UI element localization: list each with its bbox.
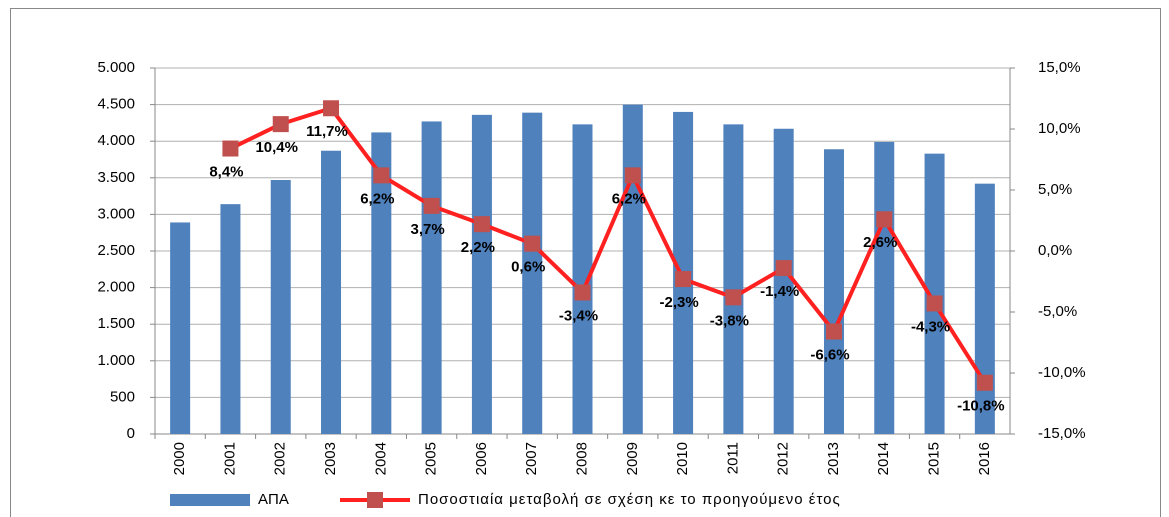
x-tick-label: 2010 (674, 442, 691, 475)
marker (876, 211, 893, 228)
bar (974, 183, 995, 434)
x-tick-label: 2000 (171, 442, 188, 475)
line (229, 106, 987, 384)
bar (220, 204, 241, 434)
data-label: 3,7% (411, 221, 445, 238)
bar (572, 124, 593, 434)
data-label: 2,6% (863, 234, 897, 251)
data-label: 11,7% (306, 123, 348, 140)
y-tick-label: 1.000 (97, 352, 135, 369)
marker (926, 295, 943, 312)
data-label: -3,8% (710, 312, 749, 329)
marker (373, 167, 390, 184)
x-tick-label: 2013 (825, 442, 842, 475)
bar (823, 149, 844, 434)
bar (170, 222, 191, 434)
x-tick-label: 2002 (272, 442, 289, 475)
marker (624, 167, 641, 184)
marker (222, 140, 239, 157)
marker (574, 284, 591, 301)
marker (675, 271, 692, 288)
y2-tick-label: 5,0% (1038, 181, 1072, 198)
bar (270, 179, 291, 434)
x-tick-label: 2011 (724, 442, 741, 474)
data-label: 6,2% (360, 190, 394, 207)
legend-marker (367, 492, 383, 508)
y-tick-label: 3.500 (97, 169, 135, 186)
y-tick-label: 2.000 (97, 279, 135, 296)
y-tick-label: 4.500 (97, 96, 135, 113)
x-tick-label: 2008 (573, 442, 590, 475)
x-tick-label: 2015 (926, 442, 943, 475)
marker (825, 323, 842, 340)
bar (874, 141, 895, 434)
y-tick-label: 5.000 (97, 59, 135, 76)
bar (522, 112, 543, 434)
y-tick-label: 500 (110, 388, 135, 405)
y-tick-label: 2.500 (97, 242, 135, 259)
x-tick-label: 2003 (322, 442, 339, 475)
bar (421, 121, 442, 434)
marker (524, 235, 541, 252)
y-tick-label: 3.000 (97, 205, 135, 222)
marker (725, 289, 742, 306)
x-tick-label: 2007 (523, 442, 540, 475)
marker (473, 216, 490, 233)
y2-tick-label: 10,0% (1038, 120, 1081, 137)
marker (976, 374, 993, 391)
data-label: 6,2% (612, 190, 646, 207)
x-tick-label: 2004 (372, 442, 389, 475)
y2-tick-label: 0,0% (1038, 242, 1072, 259)
marker (423, 197, 440, 214)
data-label: -10,8% (957, 398, 1005, 415)
data-label: -6,6% (810, 346, 849, 363)
bar (773, 128, 794, 435)
data-label: -2,3% (659, 294, 698, 311)
x-tick-label: 2012 (775, 442, 792, 475)
bar (471, 114, 492, 435)
data-label: -1,4% (760, 283, 799, 300)
bar (321, 150, 342, 434)
data-label: 0,6% (511, 259, 545, 276)
data-label: 8,4% (209, 163, 243, 180)
y2-tick-label: -15,0% (1038, 425, 1086, 442)
data-label: 10,4% (255, 139, 298, 156)
data-label: -3,4% (559, 307, 598, 324)
x-tick-label: 2014 (875, 442, 892, 475)
legend-label: ΑΠΑ (258, 491, 289, 508)
bar (723, 124, 744, 434)
y-tick-label: 0 (127, 425, 135, 442)
data-label: -4,3% (911, 318, 950, 335)
marker (775, 260, 792, 277)
x-tick-label: 2016 (976, 442, 993, 475)
data-label: 2,2% (461, 239, 495, 256)
x-tick-label: 2009 (624, 442, 641, 475)
marker (272, 116, 289, 133)
legend-swatch (170, 494, 250, 506)
bar (371, 132, 392, 434)
y2-tick-label: -10,0% (1038, 364, 1086, 381)
x-tick-label: 2006 (473, 442, 490, 475)
y-tick-label: 4.000 (97, 132, 135, 149)
legend-label: Ποσοστιαία μεταβολή σε σχέση κε το προηγ… (418, 491, 841, 508)
bar (622, 104, 643, 434)
x-tick-label: 2005 (423, 442, 440, 475)
bar (924, 153, 945, 435)
y2-tick-label: -5,0% (1038, 303, 1077, 320)
y2-tick-label: 15,0% (1038, 59, 1081, 76)
marker (323, 100, 340, 117)
x-tick-label: 2001 (221, 442, 238, 475)
y-tick-label: 1.500 (97, 315, 135, 332)
